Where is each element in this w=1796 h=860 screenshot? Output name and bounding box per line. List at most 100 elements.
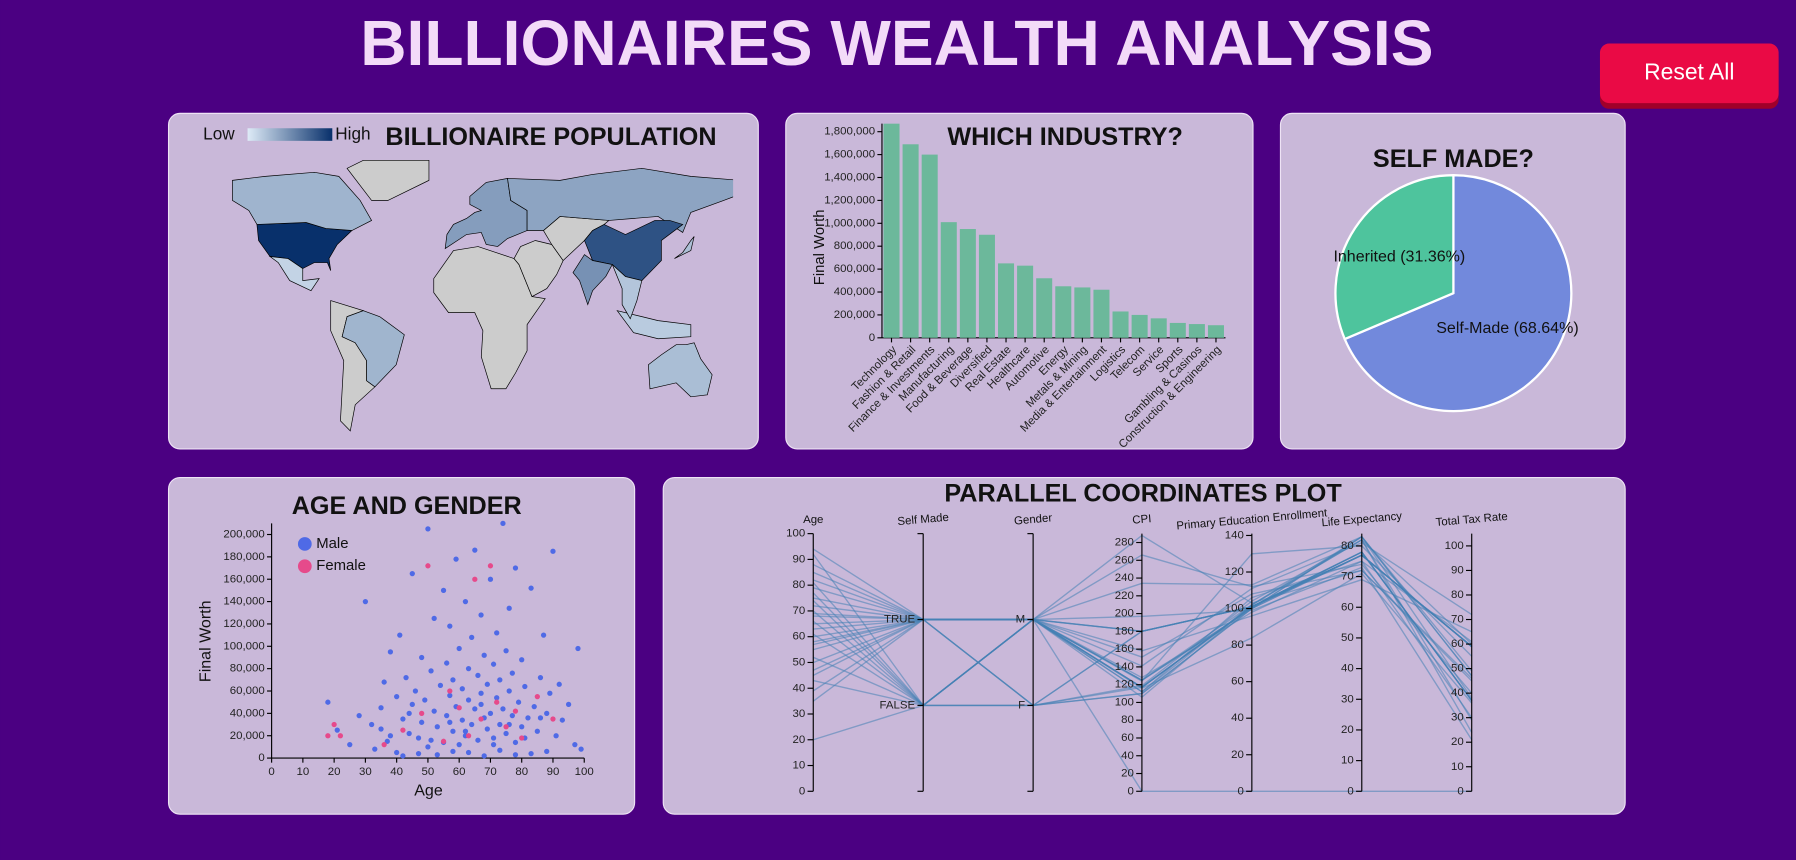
point bbox=[428, 737, 434, 743]
legend-label: Female bbox=[316, 558, 366, 574]
point bbox=[503, 648, 509, 654]
point bbox=[453, 556, 459, 562]
point bbox=[490, 742, 497, 748]
x-tick-label: 10 bbox=[297, 766, 310, 778]
axis-tick-label: 0 bbox=[799, 785, 805, 797]
point bbox=[472, 576, 478, 582]
point bbox=[559, 717, 565, 723]
point bbox=[447, 688, 453, 694]
axis-tick-label: 100 bbox=[1225, 603, 1244, 615]
axis-tick-label: 100 bbox=[1445, 540, 1464, 552]
point bbox=[437, 682, 444, 689]
point bbox=[506, 605, 512, 611]
country bbox=[572, 254, 613, 306]
point bbox=[456, 742, 462, 748]
point bbox=[490, 735, 497, 741]
button-label[interactable]: Reset All bbox=[1644, 58, 1734, 84]
point bbox=[531, 704, 537, 710]
pie-slice bbox=[1343, 174, 1573, 413]
country bbox=[507, 167, 734, 233]
point bbox=[325, 699, 331, 705]
point bbox=[347, 742, 353, 748]
axis-tick-label: 260 bbox=[1115, 554, 1134, 566]
point bbox=[497, 721, 503, 728]
y-tick-label: 140,000 bbox=[223, 596, 264, 608]
axis-tick-label: 30 bbox=[793, 708, 806, 720]
country bbox=[232, 171, 373, 231]
y-tick-label: 160,000 bbox=[223, 573, 264, 585]
button-face[interactable] bbox=[1599, 43, 1779, 104]
axis-tick-label: TRUE bbox=[884, 614, 916, 626]
point bbox=[381, 742, 387, 748]
bar bbox=[1017, 265, 1034, 338]
point bbox=[362, 598, 369, 605]
point bbox=[572, 742, 578, 748]
axis-tick-label: 140 bbox=[1225, 529, 1244, 541]
point bbox=[487, 563, 494, 569]
point bbox=[487, 576, 494, 582]
axis-tick-label: 180 bbox=[1115, 625, 1134, 637]
axis-tick-label: 80 bbox=[793, 579, 806, 591]
point bbox=[400, 753, 406, 759]
point bbox=[419, 654, 425, 661]
point bbox=[334, 727, 340, 733]
point bbox=[497, 747, 503, 753]
world-map bbox=[232, 159, 734, 432]
point bbox=[465, 733, 472, 739]
point bbox=[503, 724, 509, 730]
axis-tick-label: 90 bbox=[793, 553, 806, 565]
chart-title: SELF MADE? bbox=[1373, 145, 1534, 173]
point bbox=[500, 520, 506, 526]
y-axis-label: Final Worth bbox=[197, 600, 215, 682]
y-tick-label: 0 bbox=[258, 752, 264, 764]
axis-tick-label: 90 bbox=[1451, 564, 1464, 576]
point bbox=[522, 683, 528, 690]
y-tick-label: 40,000 bbox=[230, 707, 265, 719]
point bbox=[478, 612, 484, 618]
point bbox=[509, 670, 515, 676]
point bbox=[475, 737, 481, 743]
point bbox=[369, 721, 375, 728]
bar bbox=[1131, 314, 1148, 338]
axis-tick-label: 20 bbox=[793, 734, 806, 746]
point bbox=[528, 750, 534, 757]
point bbox=[534, 693, 540, 700]
axis-tick-label: 80 bbox=[1451, 589, 1464, 601]
axis-tick-label: 0 bbox=[1347, 785, 1353, 797]
point bbox=[465, 697, 472, 703]
axis-tick-label: 100 bbox=[786, 528, 805, 540]
axis-tick-label: 160 bbox=[1115, 643, 1134, 655]
point bbox=[478, 690, 484, 696]
point bbox=[481, 753, 487, 759]
point bbox=[378, 705, 384, 711]
axis-tick-label: 40 bbox=[1451, 687, 1464, 699]
page-title: BILLIONAIRES WEALTH ANALYSIS bbox=[360, 7, 1433, 79]
country bbox=[268, 256, 320, 292]
reset-button[interactable]: Reset All bbox=[1599, 43, 1779, 109]
point bbox=[419, 719, 425, 725]
axis-tick-label: 60 bbox=[793, 631, 806, 643]
point bbox=[472, 706, 478, 712]
point bbox=[578, 746, 584, 752]
axis-tick-label: 30 bbox=[1341, 693, 1354, 705]
point bbox=[337, 733, 344, 739]
axis-tick-label: 30 bbox=[1451, 712, 1464, 724]
color-legend bbox=[247, 128, 333, 141]
slice-label: Inherited (31.36%) bbox=[1333, 248, 1465, 266]
point bbox=[444, 660, 450, 666]
point bbox=[419, 710, 425, 717]
bar bbox=[1036, 278, 1053, 338]
point bbox=[519, 735, 525, 741]
axis-tick-label: 70 bbox=[1341, 571, 1354, 583]
point bbox=[444, 712, 450, 719]
x-tick-label: 100 bbox=[575, 766, 594, 778]
axis-tick-label: 80 bbox=[1121, 714, 1134, 726]
legend-low: Low bbox=[203, 124, 235, 144]
axis-name: Self Made bbox=[897, 512, 949, 528]
point bbox=[481, 652, 487, 658]
x-tick-label: 40 bbox=[390, 766, 403, 778]
point bbox=[478, 716, 484, 722]
y-axis-label: Final Worth bbox=[812, 209, 828, 285]
